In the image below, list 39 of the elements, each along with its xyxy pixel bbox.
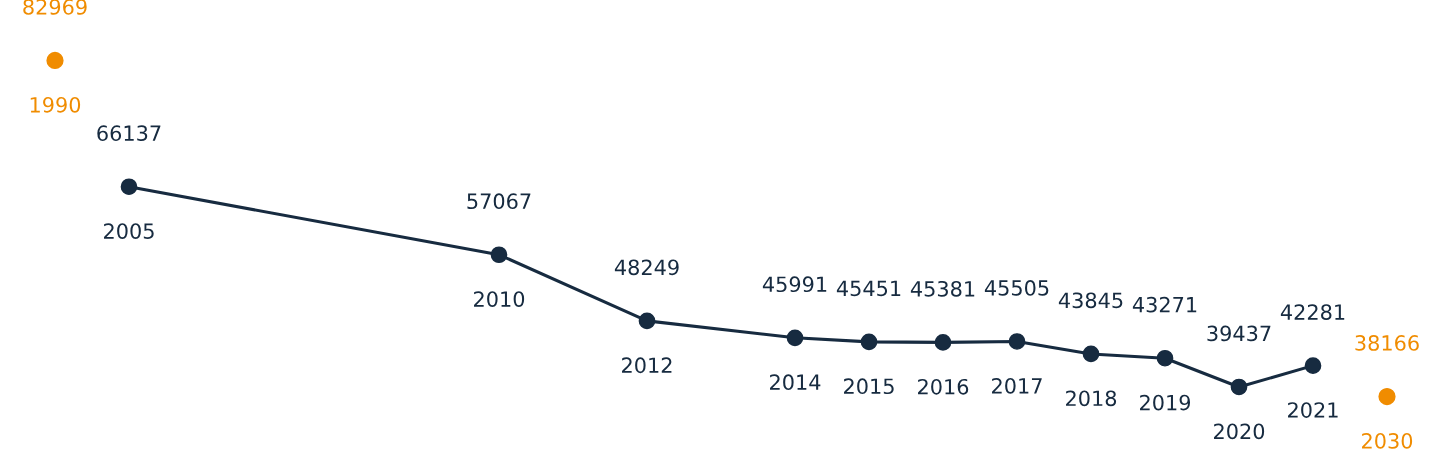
point <box>1082 345 1100 363</box>
point <box>1156 349 1174 367</box>
x-tick-label: 2012 <box>622 357 672 374</box>
x-tick-label: 2017 <box>992 377 1042 394</box>
x-tick-label: 2030 <box>1362 432 1413 449</box>
data-label: 45991 <box>762 276 827 293</box>
point <box>638 312 656 330</box>
data-label: 43845 <box>1058 292 1123 309</box>
data-label: 39437 <box>1207 325 1271 342</box>
data-label: 43271 <box>1132 296 1197 313</box>
point <box>1008 333 1026 350</box>
point <box>1230 378 1248 396</box>
x-tick-label: 2019 <box>1140 394 1191 411</box>
x-tick-label: 2014 <box>770 374 821 391</box>
x-tick-label: 2018 <box>1066 390 1117 407</box>
x-tick-label: 2015 <box>844 378 894 395</box>
x-tick-label: 2020 <box>1214 423 1265 440</box>
data-label: 42281 <box>1280 304 1345 320</box>
x-tick-label: 1990 <box>30 96 81 113</box>
x-tick-label: 2016 <box>918 378 969 395</box>
point <box>860 333 878 351</box>
point <box>490 246 508 264</box>
data-label: 38166 <box>1355 335 1419 351</box>
point <box>786 329 804 347</box>
data-label: 45505 <box>984 280 1049 296</box>
data-label: 45381 <box>910 280 975 297</box>
data-label: 57067 <box>467 193 531 210</box>
point <box>46 51 64 70</box>
data-label: 45451 <box>836 280 901 297</box>
data-label: 82969 <box>23 0 87 15</box>
data-label: 66137 <box>97 125 161 142</box>
point <box>120 178 138 196</box>
point <box>1378 387 1396 406</box>
x-tick-label: 2005 <box>104 223 154 239</box>
point <box>934 334 952 351</box>
point <box>1304 357 1322 374</box>
x-tick-label: 2010 <box>474 291 525 307</box>
x-tick-label: 2021 <box>1288 402 1338 418</box>
data-label: 48249 <box>614 259 679 276</box>
